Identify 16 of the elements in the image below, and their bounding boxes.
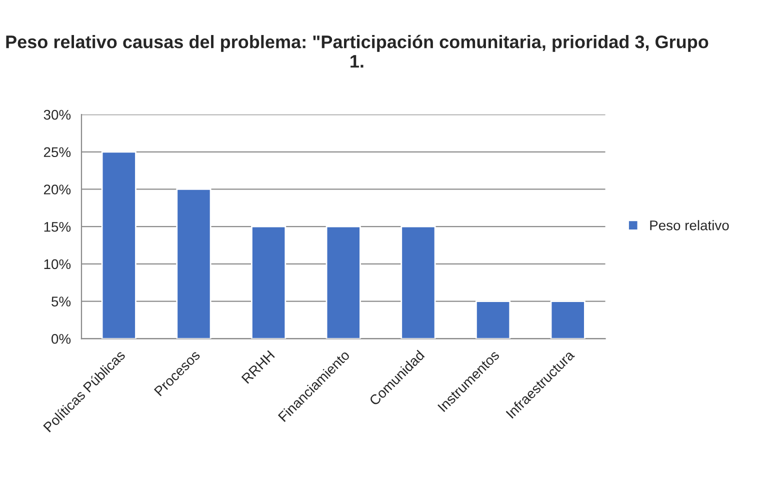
legend-label: Peso relativo bbox=[650, 220, 729, 230]
bar bbox=[550, 300, 586, 339]
chart-title: Peso relativo causas del problema: "Participación comunitaria, prioridad 3, Grupo 1. bbox=[6, 34, 708, 68]
y-tick-label: 25% bbox=[44, 147, 71, 158]
bar bbox=[476, 300, 511, 339]
bar bbox=[176, 188, 212, 339]
bar bbox=[251, 226, 286, 339]
y-tick-label: 5% bbox=[52, 296, 71, 306]
y-tick-label: 15% bbox=[44, 222, 71, 232]
bar bbox=[101, 151, 136, 339]
bar bbox=[400, 226, 436, 339]
y-tick-label: 0% bbox=[52, 334, 71, 344]
y-tick-label: 10% bbox=[44, 259, 71, 270]
y-tick-label: 30% bbox=[44, 110, 71, 120]
y-tick-label: 20% bbox=[44, 184, 71, 194]
bar bbox=[326, 226, 361, 339]
